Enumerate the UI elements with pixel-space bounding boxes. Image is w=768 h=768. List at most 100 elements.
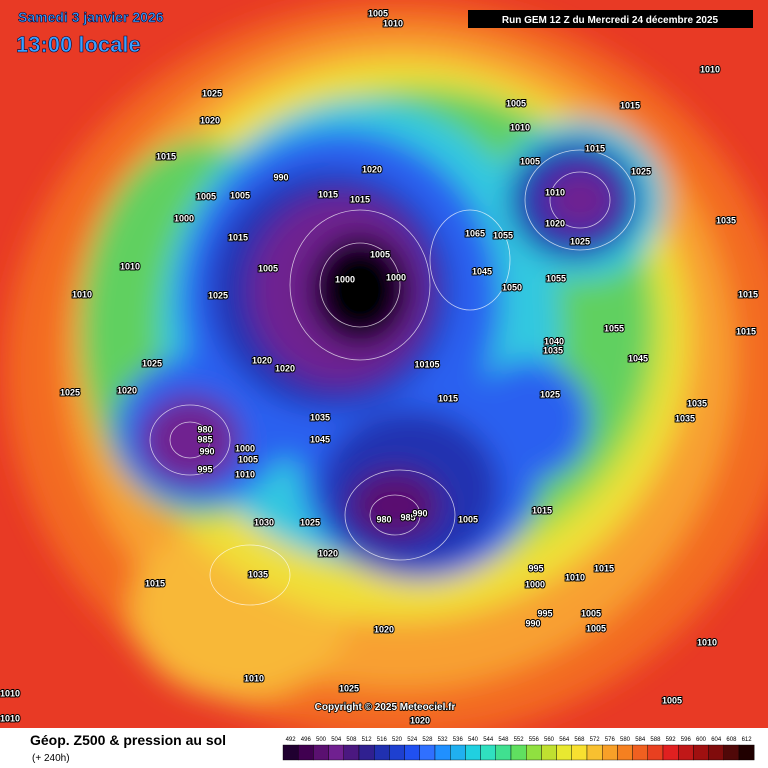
isobar-label: 1005	[586, 623, 606, 633]
colorbar-cell	[313, 744, 329, 761]
isobar-label: 1035	[716, 215, 736, 225]
footer-lead: (+ 240h)	[32, 753, 70, 764]
colorbar-cell	[556, 744, 572, 761]
isobar-label: 1015	[738, 289, 758, 299]
colorbar-cell	[404, 744, 421, 761]
colorbar-tick-label: 588	[650, 737, 661, 743]
isobar-label: 1010	[700, 64, 720, 74]
isobar-label: 1015	[156, 151, 176, 161]
colorbar-tick-label: 536	[453, 737, 464, 743]
isobar-label: 990	[273, 172, 288, 182]
colorbar-tick-label: 516	[377, 737, 388, 743]
colorbar-cell	[693, 744, 709, 761]
isobar-label: 995	[197, 464, 212, 474]
isobar-label: 1010	[545, 187, 565, 197]
isobar-label: 1005	[258, 263, 278, 273]
colorbar-cell	[510, 744, 527, 761]
colorbar-cell	[480, 744, 497, 761]
isobar-label: 1035	[675, 413, 695, 423]
isobar-label: 1035	[543, 345, 563, 355]
isobar-label: 1055	[546, 273, 566, 283]
colorbar-cell	[617, 744, 633, 761]
run-box	[468, 10, 753, 28]
isobar-label: 1020	[318, 548, 338, 558]
isobar-label: 1015	[318, 189, 338, 199]
colorbar-tick-label: 508	[346, 737, 357, 743]
isobar-label: 1020	[200, 115, 220, 125]
isobar-label: 995	[528, 563, 543, 573]
isobar-label: 1050	[502, 282, 522, 292]
isobar-label: 1015	[532, 505, 552, 515]
isobar-label: 985	[400, 512, 415, 522]
isobar-label: 1025	[540, 389, 560, 399]
isobar-label: 1025	[208, 290, 228, 300]
isobar-label: 1015	[350, 194, 370, 204]
colorbar-cell	[586, 744, 603, 761]
isobar-label: 1020	[545, 218, 565, 228]
colorbar-tick-label: 492	[286, 737, 297, 743]
isobar-label: 1040	[544, 336, 564, 346]
isobar-label: 990	[412, 508, 427, 518]
isobar-label: 1025	[300, 517, 320, 527]
isobar-label: 1010	[565, 572, 585, 582]
isobar-label: 1035	[687, 398, 707, 408]
colorbar-tick-label: 596	[681, 737, 692, 743]
isobar-label: 1025	[202, 88, 222, 98]
colorbar-tick-label: 592	[666, 737, 677, 743]
colorbar-cell	[526, 744, 542, 761]
isobar-label: 1005	[458, 514, 478, 524]
isobar-label: 1015	[438, 393, 458, 403]
colorbar-cell	[465, 744, 481, 761]
colorbar-cell	[541, 744, 557, 761]
colorbar-tick-label: 504	[331, 737, 342, 743]
isobar-label: 10105	[414, 359, 439, 369]
run: Run GEM 12 Z du Mercredi 24 décembre 202…	[502, 15, 719, 26]
isobar-label: 1030	[254, 517, 274, 527]
isobar-label: 1010	[0, 688, 20, 698]
colorbar-tick-label: 556	[529, 737, 540, 743]
isobar-label: 1005	[230, 190, 250, 200]
footer-title: Géop. Z500 & pression au sol	[30, 732, 226, 748]
isobar-label: 1005	[370, 249, 390, 259]
colorbar-cell	[450, 744, 466, 761]
isobar-label: 1020	[252, 355, 272, 365]
isobar-label: 980	[197, 424, 212, 434]
colorbar-tick-label: 496	[301, 737, 312, 743]
isobar-label: 1025	[142, 358, 162, 368]
isobar-label: 1015	[620, 100, 640, 110]
isobar-label: 1065	[465, 228, 485, 238]
isobar-label: 1020	[275, 363, 295, 373]
colorbar-tick-label: 560	[544, 737, 555, 743]
copyright: Copyright © 2025 Meteociel.fr	[315, 702, 456, 713]
isobar-label: 1055	[493, 230, 513, 240]
colorbar-tick-label: 608	[726, 737, 737, 743]
colorbar-tick-label: 580	[620, 737, 631, 743]
isobar-label: 1005	[368, 8, 388, 18]
colorbar-tick-label: 600	[696, 737, 707, 743]
isobar-label: 1010	[697, 637, 717, 647]
isobar-label: 1025	[339, 683, 359, 693]
colorbar-cell	[738, 744, 755, 761]
isobar-label: 1010	[383, 18, 403, 28]
isobar-label: 1045	[472, 266, 492, 276]
colorbar-tick-label: 568	[574, 737, 585, 743]
isobar-label: 1015	[594, 563, 614, 573]
isobar-label: 1010	[120, 261, 140, 271]
colorbar-tick-label: 500	[316, 737, 327, 743]
isobar-label: 1010	[72, 289, 92, 299]
isobar-label: 1020	[117, 385, 137, 395]
colorbar-tick-label: 528	[422, 737, 433, 743]
colorbar-cell	[343, 744, 360, 761]
colorbar-tick-label: 564	[559, 737, 570, 743]
isobar-label: 1035	[248, 569, 268, 579]
isobar-label: 1000	[174, 213, 194, 223]
isobar-label: 1020	[410, 715, 430, 725]
isobar-label: 1000	[335, 274, 355, 284]
isobar-label: 1025	[631, 166, 651, 176]
isobar-label: 1055	[604, 323, 624, 333]
isobar-label: 1015	[145, 578, 165, 588]
colorbar-cell	[632, 744, 648, 761]
colorbar-cell	[571, 744, 588, 761]
